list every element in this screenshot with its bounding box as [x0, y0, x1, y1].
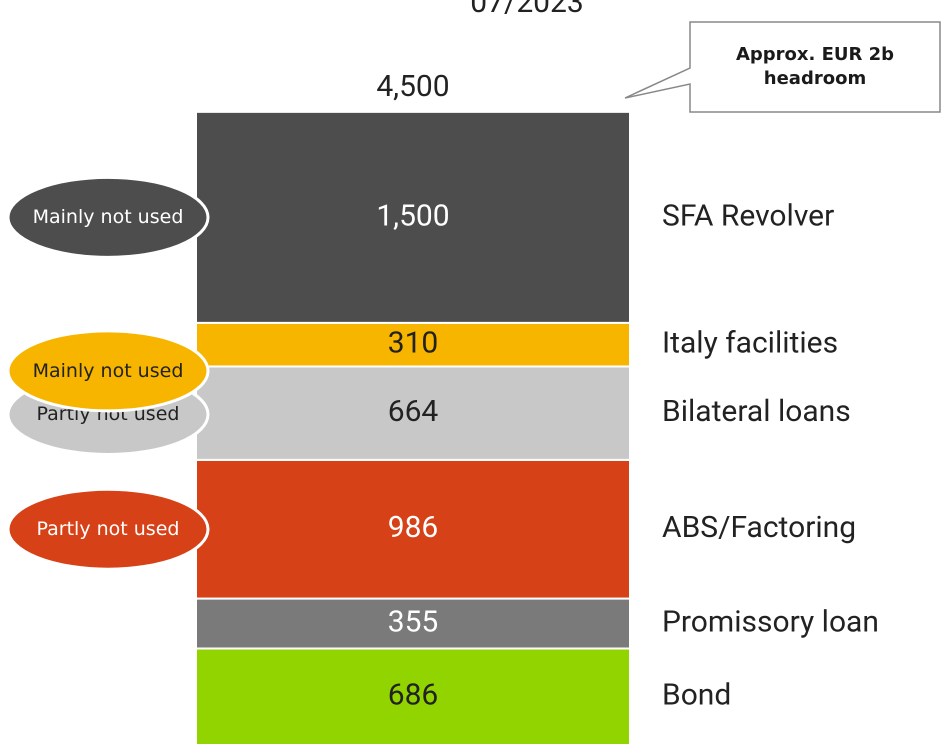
total-label: 4,500: [376, 69, 449, 104]
bar-segment: [195, 458, 631, 600]
bar-segment: [195, 321, 631, 368]
series-label: Bond: [662, 678, 731, 713]
badge-text: Mainly not used: [32, 206, 184, 229]
value-label: 664: [388, 394, 439, 429]
badge: [6, 175, 210, 259]
bar-segment: [195, 647, 631, 747]
badge: [6, 329, 210, 413]
badge-text: Partly not used: [36, 518, 180, 541]
badge-box: Partly not used: [36, 518, 180, 541]
series-label: ABS/Factoring: [662, 510, 856, 545]
bar-segment: [195, 597, 631, 650]
bar-segment: [195, 110, 631, 324]
value-label: 355: [388, 604, 439, 639]
series-label: Bilateral loans: [662, 394, 851, 429]
series-label: SFA Revolver: [662, 198, 834, 233]
callout-box: [624, 21, 941, 113]
chart-title: 07/2023: [470, 0, 584, 20]
value-label: 310: [388, 326, 439, 361]
value-label: 686: [388, 678, 439, 713]
series-label: Italy facilities: [662, 326, 838, 361]
series-label: Promissory loan: [662, 604, 879, 639]
callout: Approx. EUR 2b headroom: [735, 44, 895, 89]
badge: [6, 487, 210, 571]
callout-text: Approx. EUR 2b headroom: [735, 44, 895, 89]
badge-box: Mainly not used: [32, 206, 184, 229]
value-label: 986: [388, 510, 439, 545]
badge-box: Mainly not used: [32, 359, 184, 382]
badge-text: Mainly not used: [32, 359, 184, 382]
value-label: 1,500: [376, 198, 449, 233]
